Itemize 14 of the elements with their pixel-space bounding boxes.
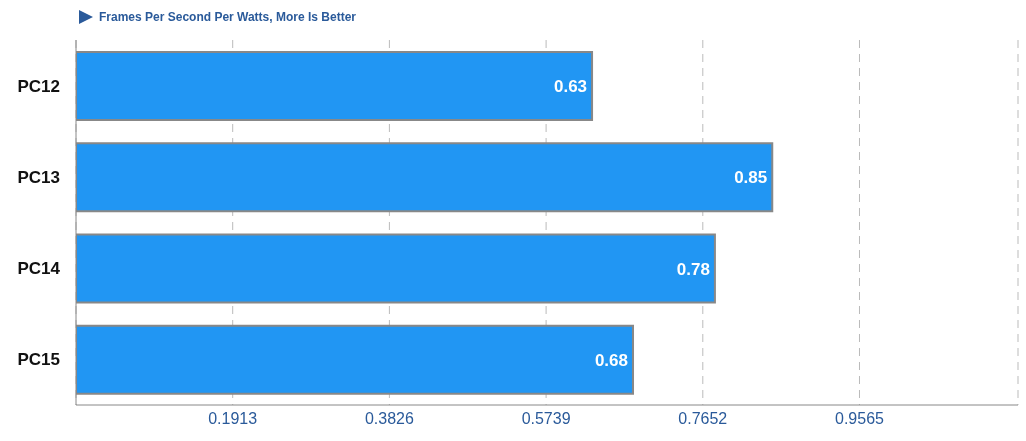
x-tick-label: 0.1913	[208, 410, 258, 428]
x-tick-label: 0.9565	[835, 410, 885, 428]
data-label: 0.85	[734, 168, 768, 188]
y-tick-label: PC14	[17, 259, 61, 279]
x-tick-label: 0.7652	[678, 410, 728, 428]
data-label: 0.68	[594, 350, 629, 370]
chart-subtitle: Frames Per Second Per Watts, More Is Better	[99, 10, 356, 24]
x-tick-label: 0.5739	[521, 410, 571, 428]
y-tick-label: PC13	[17, 167, 60, 187]
data-label: 0.78	[676, 259, 710, 279]
x-tick-label: 0.3826	[364, 410, 414, 428]
data-label: 0.63	[553, 77, 588, 97]
y-tick-label: PC15	[17, 350, 60, 370]
y-tick-label: PC12	[17, 76, 60, 96]
